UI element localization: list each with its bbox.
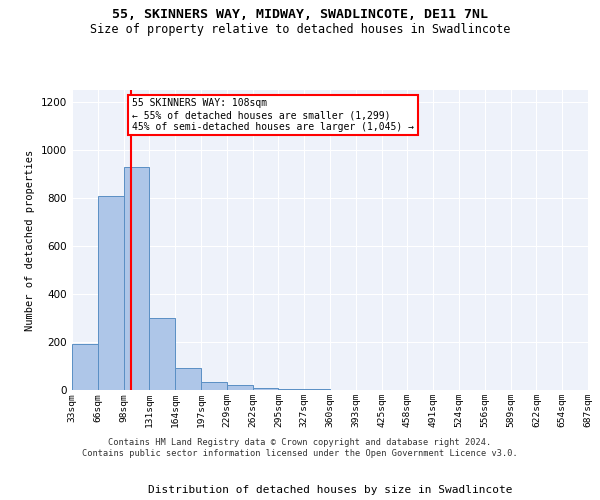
Text: 55, SKINNERS WAY, MIDWAY, SWADLINCOTE, DE11 7NL: 55, SKINNERS WAY, MIDWAY, SWADLINCOTE, D…: [112, 8, 488, 20]
Bar: [227, 385, 253, 390]
Text: 55 SKINNERS WAY: 108sqm
← 55% of detached houses are smaller (1,299)
45% of semi: 55 SKINNERS WAY: 108sqm ← 55% of detache…: [132, 98, 414, 132]
Bar: [253, 388, 278, 390]
Bar: [149, 318, 175, 390]
Bar: [72, 344, 98, 390]
Text: Contains HM Land Registry data © Crown copyright and database right 2024.
Contai: Contains HM Land Registry data © Crown c…: [82, 438, 518, 458]
Text: Size of property relative to detached houses in Swadlincote: Size of property relative to detached ho…: [90, 22, 510, 36]
Bar: [278, 389, 304, 390]
Y-axis label: Number of detached properties: Number of detached properties: [25, 150, 35, 330]
Bar: [98, 196, 124, 390]
Text: Distribution of detached houses by size in Swadlincote: Distribution of detached houses by size …: [148, 485, 512, 495]
Bar: [175, 368, 201, 390]
Bar: [124, 167, 149, 390]
Bar: [201, 382, 227, 390]
